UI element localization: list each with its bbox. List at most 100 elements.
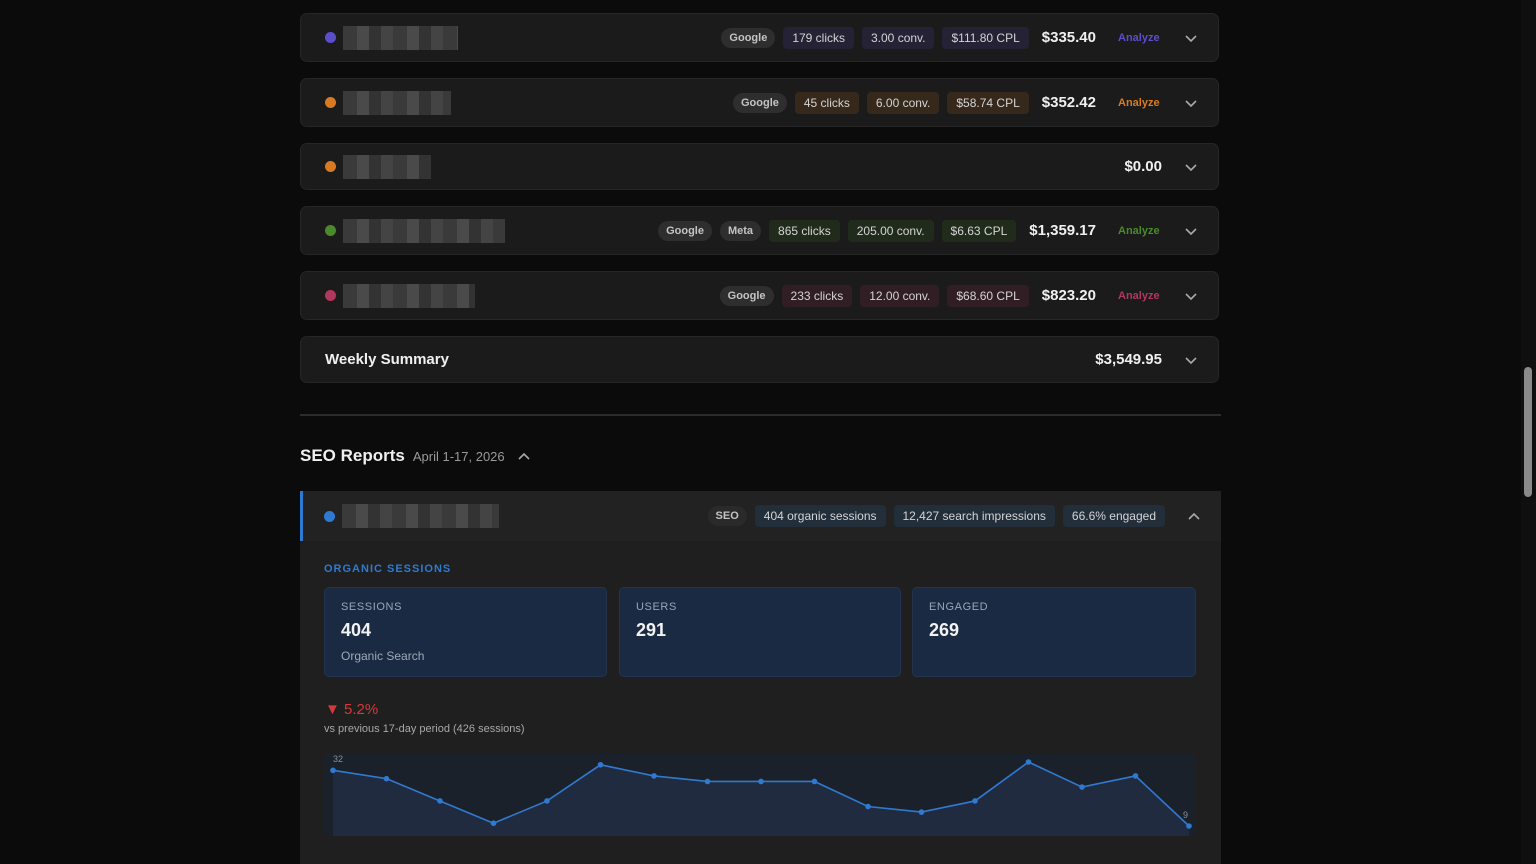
expand-toggle[interactable] [1184,226,1198,236]
sessions-point [1025,759,1032,765]
expand-toggle[interactable] [1184,355,1198,365]
analyze-link[interactable]: Analyze [1118,289,1160,302]
sessions-point [651,773,657,779]
sessions-point [704,778,711,785]
campaign-row[interactable]: Google Meta 865 clicks 205.00 conv. $6.63 CP… [300,206,1219,255]
expand-toggle[interactable] [1187,511,1201,521]
collapse-toggle[interactable] [517,451,531,461]
sessions-point [490,820,497,827]
platform-badge: SEO [707,506,747,526]
max-label: 32 [333,754,343,764]
change: ▼ 5.2% [325,701,379,718]
metric-value: 404 [341,620,372,640]
seo-header: SEO Reports April 1-17, 2026 [300,446,531,466]
amount: $1,359.17 [1029,222,1096,239]
campaign-row[interactable]: Google 179 clicks 3.00 conv. $111.80 CPL $33… [300,13,1219,62]
redacted-name [343,283,475,308]
metric-value: 291 [636,620,667,640]
summary-label: Weekly Summary [325,351,449,368]
sessions-point [918,809,925,815]
redacted-name [343,90,451,115]
divider [300,414,1221,416]
status-dot [325,225,336,236]
metric-card: ENGAGED 269 [912,587,1196,677]
stat-pill: 66.6% engaged [1062,505,1165,527]
amount: $823.20 [1041,287,1096,304]
date-range: April 1-17, 2026 [412,449,505,464]
amount: $352.42 [1041,94,1096,111]
scroll-thumb[interactable] [1524,367,1532,497]
metric-label: USERS [636,601,677,613]
sessions-point [758,778,764,785]
redacted-name [343,218,505,243]
redacted-name [343,154,431,179]
metric-label: ENGAGED [929,601,989,613]
scrollbar [1521,0,1536,864]
metric-sub: Organic Search [341,649,425,663]
status-dot [325,32,336,43]
sessions-point [811,778,818,785]
analyze-link[interactable]: Analyze [1118,224,1160,237]
stat-pill: 12,427 search impressions [893,505,1055,527]
campaign-row[interactable]: Google 45 clicks 6.00 conv. $58.74 CPL $352.… [300,78,1219,127]
section-title: SEO Reports [300,446,405,465]
amount: $0.00 [1124,158,1162,175]
campaign-row[interactable]: $0.00 [300,143,1219,190]
status-dot [325,290,336,301]
sessions-point [1132,773,1139,779]
platform-badge: Google [658,220,712,241]
sessions-point [437,798,443,804]
sessions-point [544,798,550,804]
platform-badge: Meta [719,220,762,241]
seo-report-row[interactable]: SEO 404 organic sessions 12,427 search imp… [300,491,1221,541]
platform-badge: Google [721,27,776,48]
platform-badge: Google [719,285,774,306]
amount: $335.40 [1041,29,1096,46]
sessions-point [1079,784,1085,790]
min-label: 9 [1183,810,1188,820]
expand-toggle[interactable] [1184,98,1198,108]
stat-pill: $58.74 CPL [947,91,1029,114]
stat-pill: 404 organic sessions [754,505,886,527]
expand-toggle[interactable] [1184,33,1198,43]
redacted-name [343,25,458,50]
metric-label: SESSIONS [341,601,403,613]
stat-pill: $6.63 CPL [941,219,1017,242]
sessions-point [330,767,336,774]
stat-pill: 865 clicks [769,219,840,242]
redacted-name [342,504,499,528]
amount: $3,549.95 [1095,351,1162,368]
stat-pill: 205.00 conv. [847,219,934,242]
campaign-row[interactable]: Google 233 clicks 12.00 conv. $68.60 CPL $82… [300,271,1219,320]
stat-pill: 179 clicks [783,26,854,49]
metric-value: 269 [929,620,960,640]
status-dot [325,161,336,172]
sessions-area [333,762,1189,836]
metric-card: SESSIONS 404 Organic Search [324,587,607,677]
sessions-point [597,761,604,768]
sessions-point [972,798,978,804]
expand-toggle[interactable] [1184,291,1198,301]
stat-pill: 233 clicks [781,284,853,307]
stat-pill: 6.00 conv. [866,91,940,114]
stat-pill: $111.80 CPL [942,26,1029,49]
stat-pill: $68.60 CPL [947,284,1029,307]
weekly-summary-row[interactable]: Weekly Summary $3,549.95 [300,336,1219,383]
seo-card: SEO 404 organic sessions 12,427 search imp… [300,491,1221,864]
status-dot [324,510,335,522]
metric-card: USERS 291 [619,587,901,677]
analyze-link[interactable]: Analyze [1118,31,1160,44]
expand-toggle[interactable] [1184,162,1198,172]
sessions-point [1186,823,1192,829]
analyze-link[interactable]: Analyze [1118,96,1160,109]
section-label: ORGANIC SESSIONS [324,563,452,575]
stat-pill: 12.00 conv. [860,284,940,307]
platform-badge: Google [732,92,787,113]
stat-pill: 45 clicks [794,91,859,114]
stat-pill: 3.00 conv. [862,26,935,49]
sessions-point [383,775,390,782]
sessions-chart: 32 9 [324,754,1196,836]
